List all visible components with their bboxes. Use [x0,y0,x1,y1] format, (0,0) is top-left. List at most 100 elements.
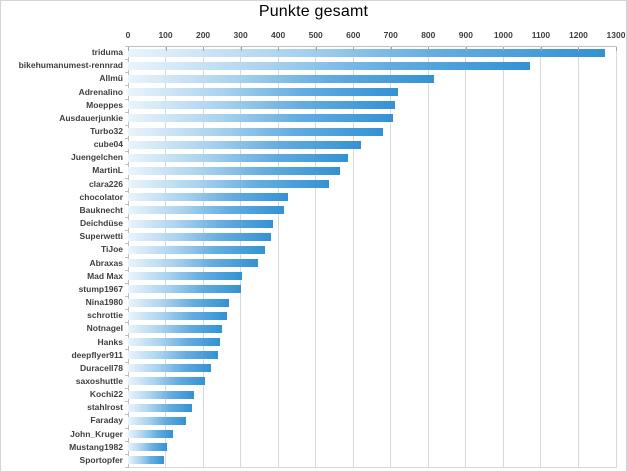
y-tick-mark [125,98,129,100]
y-tick-mark [125,374,129,376]
x-tick-mark [503,47,505,51]
gridline [202,46,204,467]
gridline [427,46,429,467]
y-tick-mark [125,322,129,324]
x-tick-mark [203,47,205,51]
category-label: Adrenalino [78,86,123,97]
bar [128,311,228,320]
y-tick-mark [125,414,129,416]
x-tick-mark [465,47,467,51]
y-tick-mark [125,111,129,113]
y-tick-mark [125,348,129,350]
category-label: Juengelchen [71,152,123,163]
y-tick-mark [125,269,129,271]
x-tick-label: 500 [308,30,323,40]
x-tick-label: 700 [383,30,398,40]
bar [128,232,271,241]
plot-area [128,46,617,467]
y-tick-mark [125,59,129,61]
gridline [277,46,279,467]
category-label: John_Kruger [70,428,123,439]
category-label: Ausdauerjunkie [59,112,123,123]
category-label: clara226 [88,178,123,189]
bar [128,324,222,333]
bar [128,456,164,465]
x-tick-mark [165,47,167,51]
category-label: Notnagel [86,323,123,334]
bar [128,416,187,425]
x-tick-label: 1300 [606,30,626,40]
y-tick-mark [125,243,129,245]
x-tick-mark [540,47,542,51]
category-label: Abraxas [89,257,123,268]
gridline [577,46,579,467]
gridline [502,46,504,467]
bar [128,74,434,83]
y-tick-mark [125,177,129,179]
category-label: Faraday [90,415,123,426]
category-label: triduma [91,47,123,58]
y-tick-mark [125,282,129,284]
x-tick-mark [315,47,317,51]
bar [128,272,243,281]
x-tick-label: 300 [233,30,248,40]
y-tick-mark [125,388,129,390]
category-label: Hanks [97,336,123,347]
y-tick-mark [125,124,129,126]
bar [128,351,219,360]
category-label: Duracell78 [80,362,123,373]
y-tick-mark [125,230,129,232]
category-label: schrottie [87,310,123,321]
category-label: stahlrost [87,402,123,413]
y-tick-mark [125,164,129,166]
x-tick-mark [578,47,580,51]
y-tick-mark [125,401,129,403]
y-tick-mark [125,46,129,47]
x-tick-label: 100 [158,30,173,40]
bar [128,180,329,189]
y-tick-mark [125,151,129,153]
category-label: Kochi22 [89,389,123,400]
gridline [315,46,317,467]
x-tick-mark [278,47,280,51]
y-tick-mark [125,309,129,311]
gridline [615,46,617,467]
y-tick-mark [125,138,129,140]
category-label: stump1967 [78,283,123,294]
x-tick-label: 0 [125,30,131,40]
bar [128,140,361,149]
x-tick-mark [240,47,242,51]
x-tick-label: 400 [271,30,286,40]
y-tick-mark [125,256,129,258]
bar [128,338,220,347]
x-tick-label: 1200 [568,30,588,40]
x-tick-label: 600 [346,30,361,40]
bar [128,403,192,412]
category-label: Mustang1982 [69,441,123,452]
bar [128,166,341,175]
gridline [240,46,242,467]
category-label: Mad Max [87,270,123,281]
x-tick-mark [128,47,129,51]
bar [128,390,194,399]
y-tick-mark [125,427,129,429]
gridline [390,46,392,467]
category-label: Nina1980 [85,297,123,308]
x-tick-label: 200 [195,30,211,40]
bar [128,101,395,110]
bar [128,193,288,202]
category-label: Sportopfer [79,454,123,465]
bar [128,61,530,70]
gridline [540,46,542,467]
bar [128,48,605,57]
category-label: Turbo32 [90,126,123,137]
gridline [352,46,354,467]
gridline [165,46,167,467]
category-label: bikehumanumest-rennrad [18,60,123,71]
x-axis-line [128,46,617,47]
y-tick-mark [125,217,129,219]
bar [128,127,384,136]
x-tick-mark [353,47,355,51]
x-tick-label: 1100 [531,30,551,40]
